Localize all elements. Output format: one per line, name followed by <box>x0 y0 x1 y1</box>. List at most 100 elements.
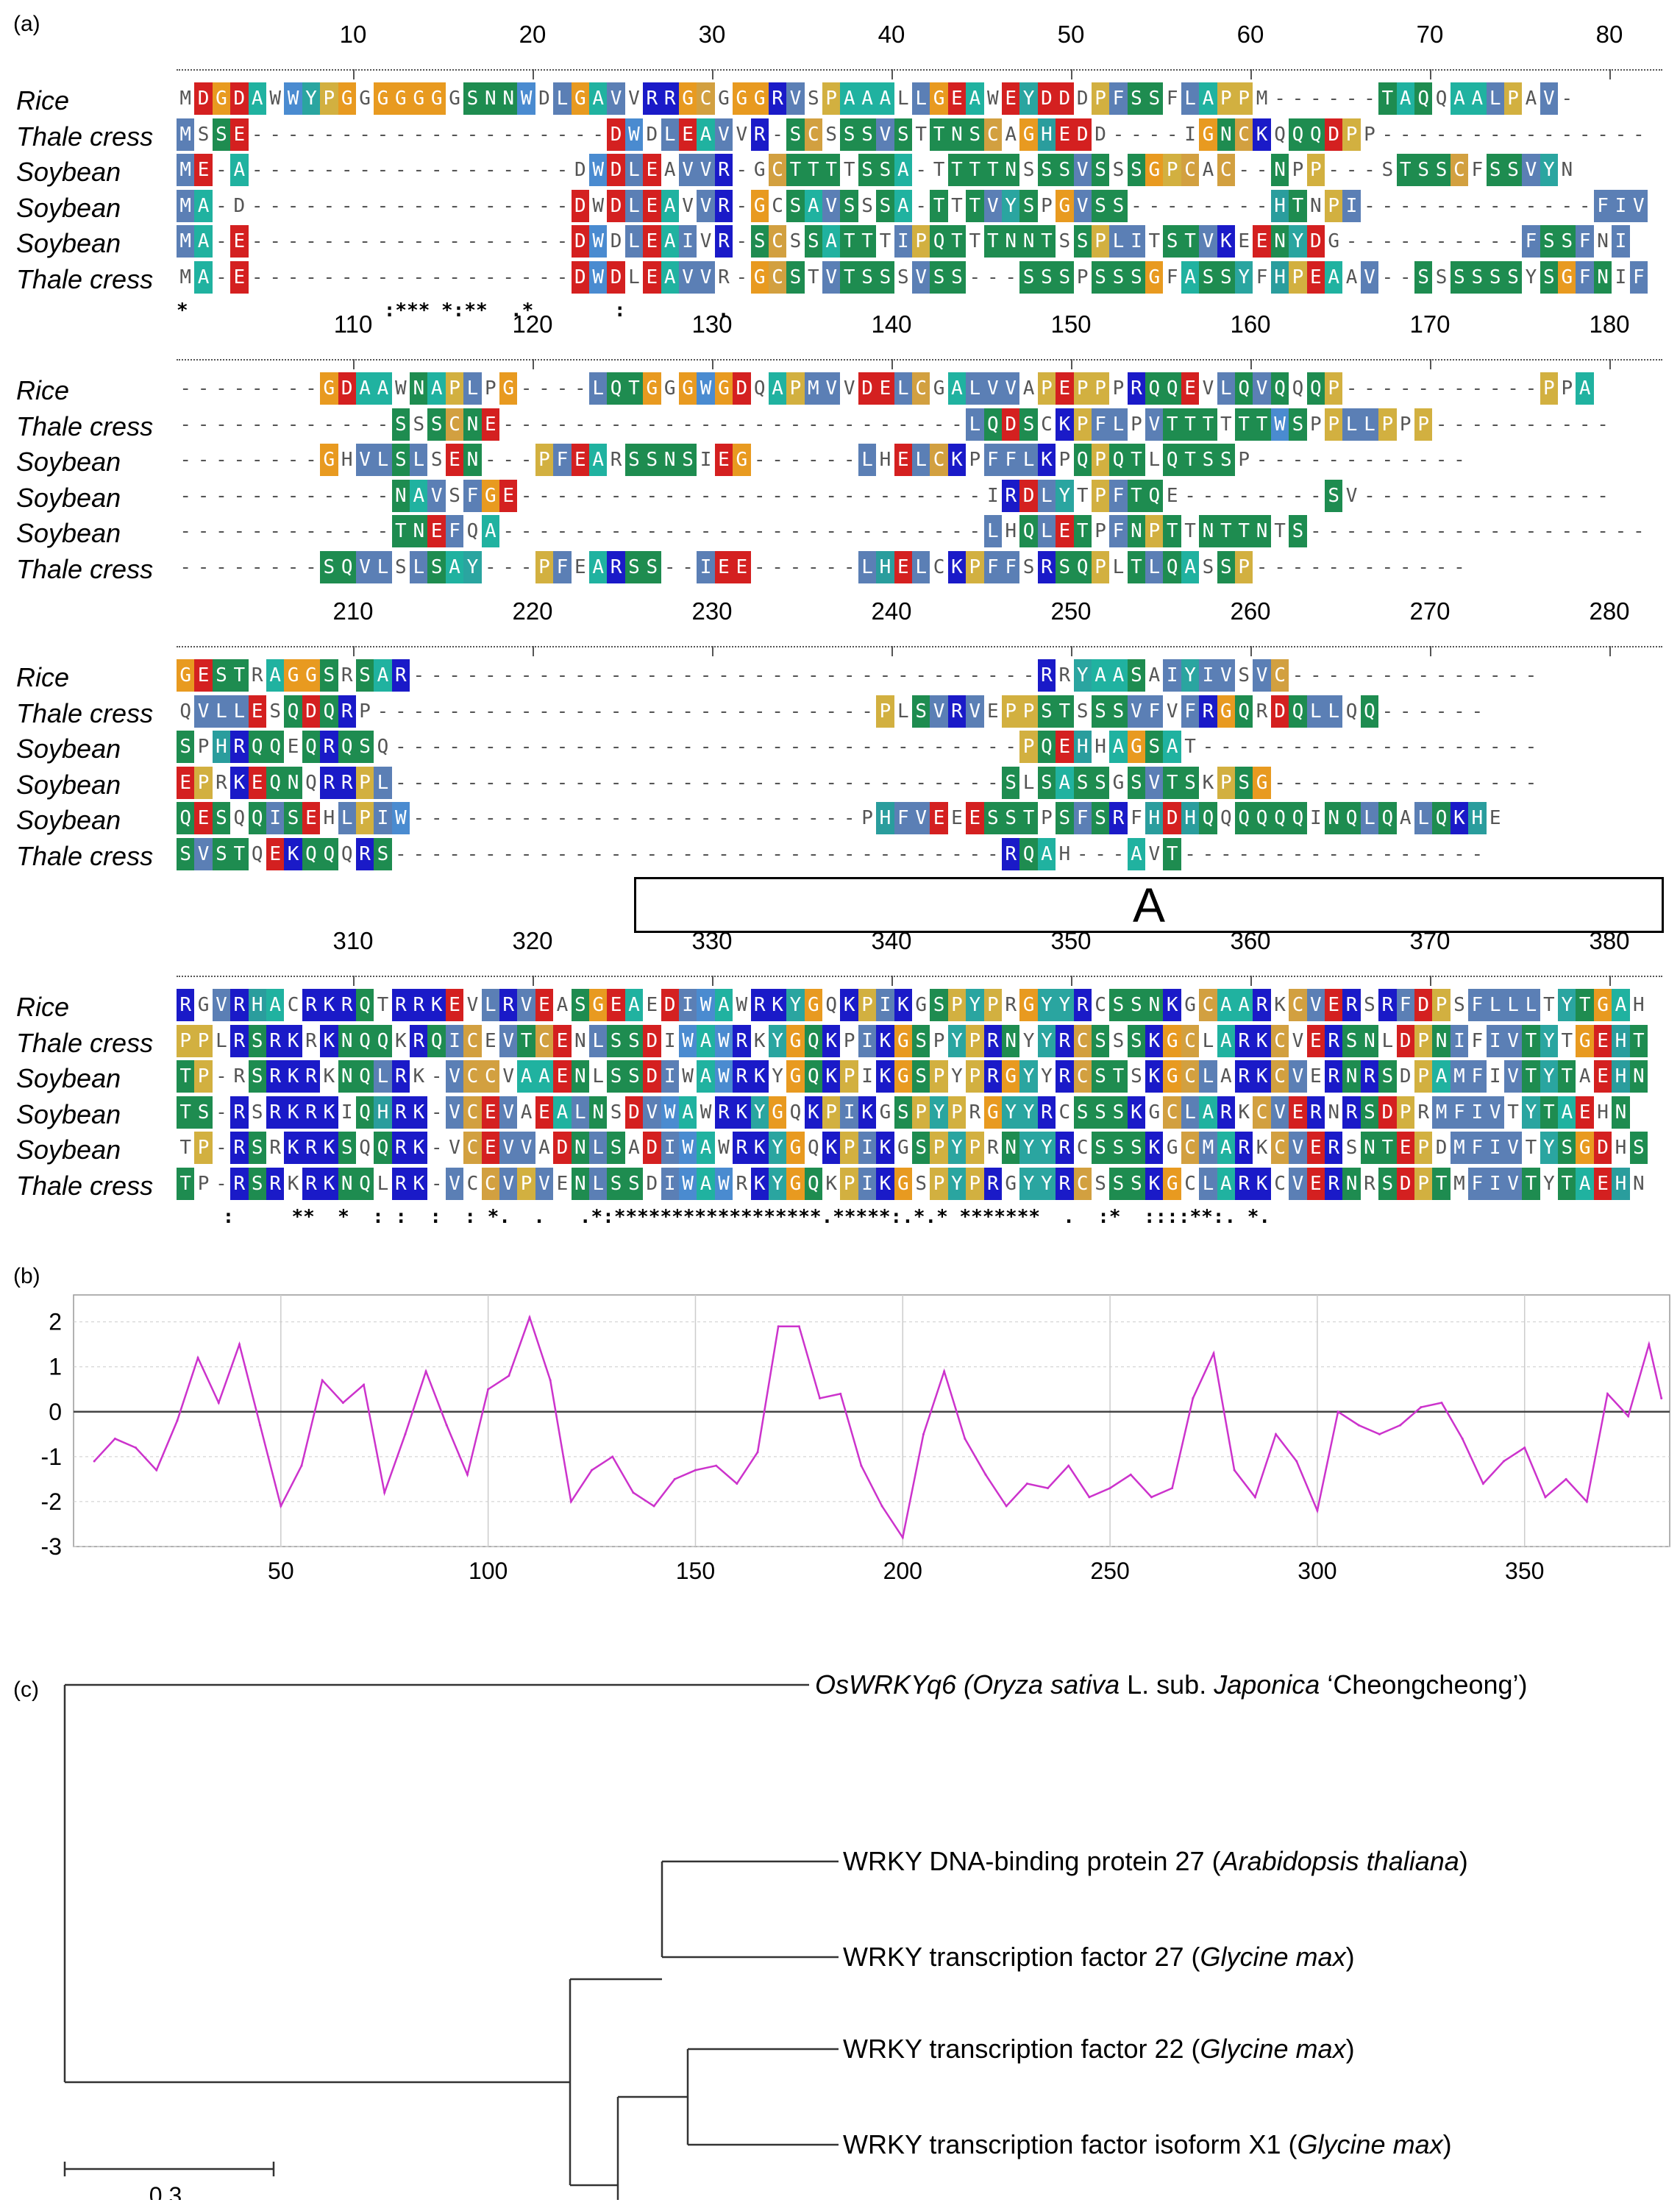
residue: K <box>822 1132 841 1164</box>
residue: R <box>391 989 410 1021</box>
residue: V <box>930 695 948 728</box>
residue: V <box>499 1096 518 1129</box>
residue: V <box>876 118 894 151</box>
residue: K <box>1037 444 1056 476</box>
residue: L <box>1486 989 1504 1021</box>
residue: G <box>1163 1024 1181 1057</box>
residue: V <box>1306 989 1325 1021</box>
residue: - <box>1435 842 1448 865</box>
residue: - <box>574 413 586 436</box>
residue: - <box>449 123 460 146</box>
residue: S <box>1001 802 1020 834</box>
residue: C <box>768 260 787 294</box>
species-name: Glycine max <box>1298 2129 1445 2159</box>
residue: W <box>661 1096 679 1129</box>
residue: - <box>663 484 676 507</box>
residue: D <box>643 1024 661 1057</box>
residue: - <box>753 555 766 578</box>
residue: R <box>714 189 733 222</box>
residue: P <box>1112 377 1125 400</box>
residue: N <box>1309 194 1322 217</box>
residue: - <box>825 449 838 471</box>
residue: L <box>912 444 930 476</box>
residue: A <box>538 1137 550 1159</box>
residue: G <box>1163 1060 1181 1093</box>
residue: - <box>628 484 640 507</box>
residue: K <box>768 989 787 1021</box>
residue: P <box>1414 1060 1433 1093</box>
residue: V <box>700 230 712 252</box>
residue: W <box>678 1132 697 1164</box>
residue: P <box>1019 731 1038 763</box>
residue: S <box>607 1024 625 1057</box>
residue: A <box>822 225 841 258</box>
residue: P <box>1238 449 1250 471</box>
residue: T <box>786 154 805 186</box>
residue: - <box>538 159 550 181</box>
residue: A <box>1037 837 1056 870</box>
residue: - <box>1005 664 1017 686</box>
residue: - <box>1328 842 1340 865</box>
residue: - <box>897 484 909 507</box>
residue: - <box>1292 664 1304 686</box>
residue: V <box>499 1167 518 1200</box>
residue: C <box>1235 118 1253 151</box>
residue: P <box>1019 695 1038 728</box>
residue: G <box>1019 118 1038 151</box>
residue: R <box>391 1096 410 1129</box>
residue: Y <box>930 1096 948 1129</box>
residue: I <box>894 225 913 258</box>
residue: S <box>1058 230 1071 252</box>
residue: R <box>1109 802 1128 834</box>
residue: - <box>1453 771 1465 794</box>
residue: S <box>786 118 805 151</box>
residue: - <box>1202 842 1214 865</box>
gene-name: OsWRKYq6 ( <box>815 1669 975 1700</box>
residue: H <box>1270 260 1289 294</box>
residue: P <box>947 989 967 1021</box>
residue: E <box>1593 1060 1612 1093</box>
residue: Y <box>966 989 984 1021</box>
residue: Q <box>305 771 317 794</box>
residue: - <box>1453 413 1465 436</box>
data-point <box>1316 1509 1319 1512</box>
residue: K <box>894 989 913 1021</box>
residue: G <box>930 82 948 115</box>
residue: C <box>1041 413 1053 436</box>
residue: A <box>1576 1167 1594 1200</box>
residue: S <box>1235 766 1253 799</box>
residue: C <box>463 1132 482 1164</box>
residue: P <box>933 1029 945 1052</box>
residue: F <box>1109 479 1128 512</box>
residue: - <box>538 377 550 400</box>
label-text: ) <box>1443 2129 1452 2159</box>
ruler-tick <box>1609 976 1611 986</box>
residue: L <box>1199 1167 1217 1200</box>
residue: N <box>1001 1132 1020 1164</box>
residue: N <box>410 515 428 547</box>
y-tick-label: 1 <box>49 1354 62 1380</box>
residue: K <box>427 989 446 1021</box>
residue: I <box>374 802 392 834</box>
residue: T <box>1199 408 1217 441</box>
ruler-number: 330 <box>691 927 733 954</box>
residue: - <box>1525 194 1537 217</box>
residue: - <box>216 230 227 252</box>
data-point <box>632 1491 635 1494</box>
data-point <box>217 1402 220 1405</box>
residue: R <box>269 1137 281 1159</box>
residue: - <box>538 413 550 436</box>
label-text: ) <box>1459 1846 1468 1876</box>
residue: P <box>1399 413 1412 436</box>
residue: R <box>302 1167 321 1200</box>
residue: S <box>391 408 410 441</box>
x-tick-label: 100 <box>469 1558 508 1584</box>
residue: Y <box>951 1065 963 1087</box>
residue: - <box>1309 736 1322 758</box>
residue: - <box>269 230 281 252</box>
residue: R <box>1235 1024 1253 1057</box>
residue: - <box>753 449 766 471</box>
residue: - <box>466 159 479 181</box>
residue: A <box>535 1060 554 1093</box>
residue: S <box>1109 1132 1128 1164</box>
